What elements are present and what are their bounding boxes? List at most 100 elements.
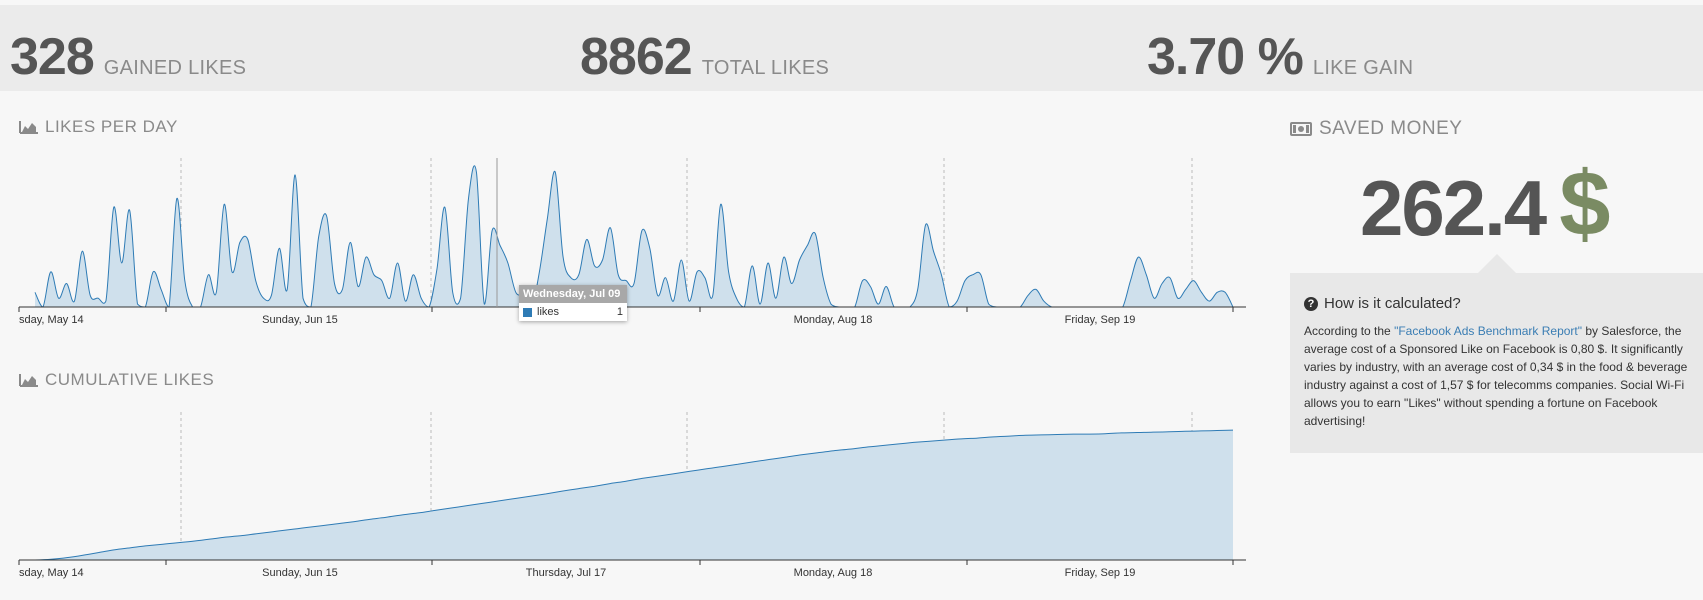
data-point xyxy=(90,295,91,296)
data-point xyxy=(105,301,106,302)
stat-label: GAINED LIKES xyxy=(103,57,247,79)
data-point xyxy=(302,298,303,299)
data-point xyxy=(224,204,225,205)
data-point xyxy=(570,277,571,278)
data-point xyxy=(1137,432,1138,433)
data-point xyxy=(484,304,485,305)
data-point xyxy=(482,503,483,504)
data-point xyxy=(980,274,981,275)
data-point xyxy=(1216,430,1217,431)
data-point xyxy=(178,542,179,543)
data-point xyxy=(673,301,674,302)
data-point xyxy=(753,461,754,462)
data-point xyxy=(862,280,863,281)
data-point xyxy=(1185,431,1186,432)
data-point xyxy=(972,274,973,275)
cumulative-likes-chart[interactable]: sday, May 14 Sunday, Jun 15 Thursday, Jul … xyxy=(0,400,1260,590)
data-point xyxy=(878,304,879,305)
data-point xyxy=(641,478,642,479)
data-point xyxy=(1130,280,1131,281)
data-point xyxy=(515,292,516,293)
saved-money-title-text: SAVED MONEY xyxy=(1319,118,1463,139)
data-point xyxy=(386,517,387,518)
x-tick-label: Sunday, Jun 15 xyxy=(262,314,338,326)
likes-area-fill xyxy=(35,430,1233,560)
data-point xyxy=(98,552,99,553)
data-point xyxy=(578,488,579,489)
data-point xyxy=(799,259,800,260)
data-point xyxy=(993,436,994,437)
data-point xyxy=(610,227,611,228)
data-point xyxy=(555,171,556,172)
tooltip-row: likes 1 xyxy=(519,303,627,321)
info-suffix: by Salesforce, the average cost of a Spo… xyxy=(1304,324,1688,428)
series-swatch xyxy=(523,307,532,317)
data-point xyxy=(807,245,808,246)
data-point xyxy=(402,514,403,515)
data-point xyxy=(58,298,59,299)
data-point xyxy=(274,531,275,532)
data-point xyxy=(121,262,122,263)
data-point xyxy=(334,283,335,284)
data-point xyxy=(263,298,264,299)
data-point xyxy=(476,171,477,172)
data-point xyxy=(436,268,437,269)
data-point xyxy=(633,283,634,284)
data-point xyxy=(421,298,422,299)
data-point xyxy=(66,557,67,558)
data-point xyxy=(226,536,227,537)
data-point xyxy=(82,555,83,556)
x-tick-label: sday, May 14 xyxy=(19,314,84,326)
data-point xyxy=(208,274,209,275)
data-point xyxy=(354,521,355,522)
data-point xyxy=(929,441,930,442)
money-amount: 262.4 xyxy=(1360,164,1547,252)
data-point xyxy=(752,265,753,266)
data-point xyxy=(925,224,926,225)
data-point xyxy=(1185,289,1186,290)
data-point xyxy=(1177,298,1178,299)
benchmark-report-link[interactable]: "Facebook Ads Benchmark Report" xyxy=(1394,324,1583,338)
data-point xyxy=(452,292,453,293)
data-point xyxy=(130,547,131,548)
stat-value: 328 xyxy=(10,28,95,86)
data-point xyxy=(129,210,130,211)
data-point xyxy=(231,271,232,272)
data-point xyxy=(1154,298,1155,299)
info-box: ? How is it calculated? According to the… xyxy=(1290,273,1703,453)
data-point xyxy=(870,286,871,287)
data-point xyxy=(1105,433,1106,434)
data-point xyxy=(66,283,67,284)
data-point xyxy=(609,483,610,484)
data-point xyxy=(530,496,531,497)
area-chart-icon xyxy=(19,374,38,387)
data-point xyxy=(342,289,343,290)
data-point xyxy=(318,236,319,237)
data-point xyxy=(239,242,240,243)
likes-per-day-chart[interactable]: sday, May 14 Sunday, Jun 15 Monday, Aug 18… xyxy=(0,140,1260,330)
x-tick-label: sday, May 14 xyxy=(19,567,84,579)
data-point xyxy=(1089,434,1090,435)
data-point xyxy=(783,257,784,258)
data-point xyxy=(1073,434,1074,435)
data-point xyxy=(507,262,508,263)
data-point xyxy=(98,298,99,299)
data-point xyxy=(258,533,259,534)
data-point xyxy=(389,298,390,299)
data-point xyxy=(602,259,603,260)
data-point xyxy=(886,286,887,287)
data-point xyxy=(865,447,866,448)
data-point xyxy=(697,271,698,272)
cumulative-likes-title-text: CUMULATIVE LIKES xyxy=(45,370,215,389)
x-tick-label: Friday, Sep 19 xyxy=(1065,567,1136,579)
data-point xyxy=(1009,436,1010,437)
likes-per-day-title: LIKES PER DAY xyxy=(19,117,178,137)
info-prefix: According to the xyxy=(1304,324,1395,338)
data-point xyxy=(114,549,115,550)
data-point xyxy=(625,481,626,482)
data-point xyxy=(153,271,154,272)
data-point xyxy=(444,207,445,208)
data-point xyxy=(82,251,83,252)
money-bill-icon xyxy=(1290,122,1312,136)
data-point xyxy=(358,286,359,287)
